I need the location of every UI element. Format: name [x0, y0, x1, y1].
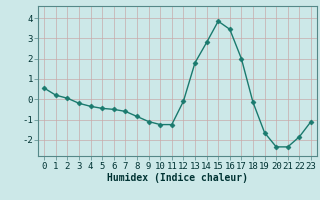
X-axis label: Humidex (Indice chaleur): Humidex (Indice chaleur): [107, 173, 248, 183]
